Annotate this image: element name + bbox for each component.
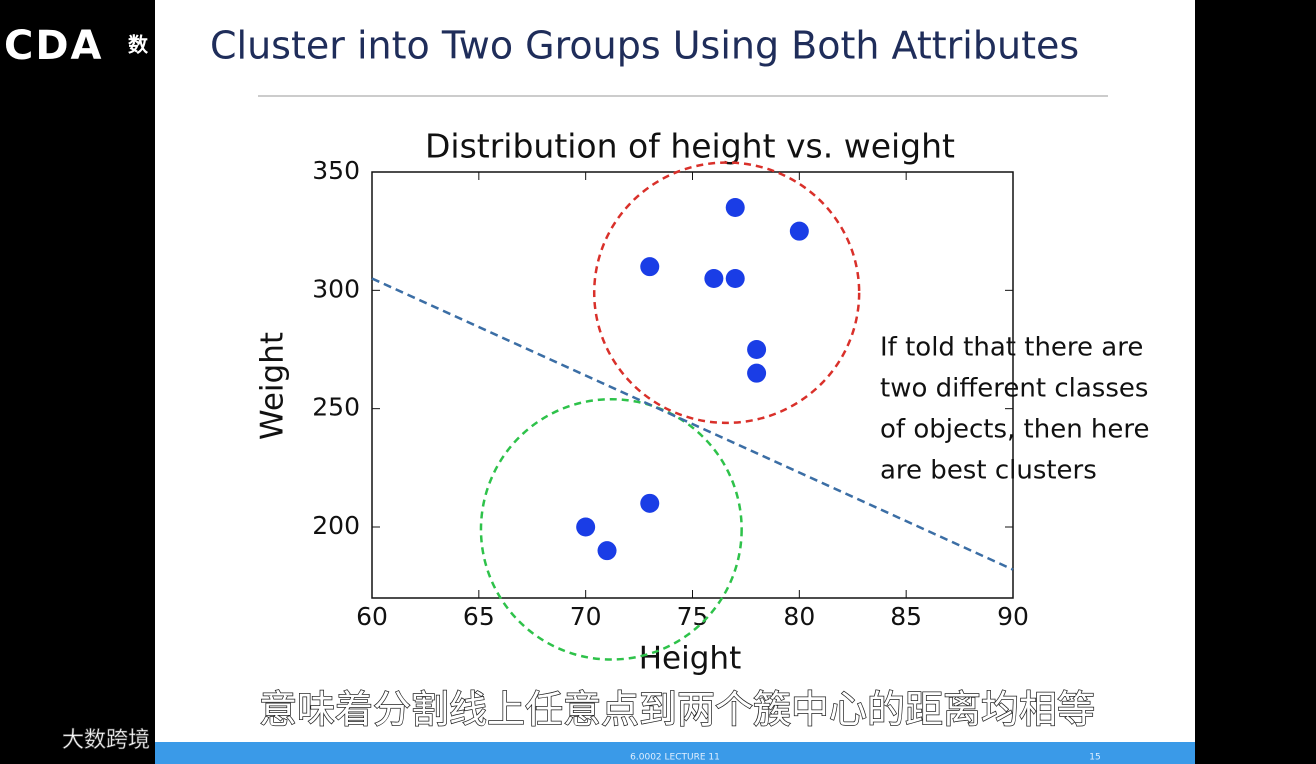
footer-bar xyxy=(155,742,1195,764)
y-tick-label: 200 xyxy=(312,511,360,540)
logo-mark: 数 xyxy=(128,33,149,57)
point xyxy=(725,198,745,217)
point xyxy=(747,340,767,359)
point xyxy=(640,493,660,513)
annotation: If told that there are xyxy=(880,333,1143,363)
footer-text: 6.0002 LECTURE 11 xyxy=(630,753,720,763)
point xyxy=(747,363,767,383)
y-axis-label: Weight xyxy=(255,332,291,440)
y-tick-label: 350 xyxy=(312,156,360,185)
x-tick-label: 65 xyxy=(463,602,495,631)
point xyxy=(725,269,745,288)
x-tick-label: 70 xyxy=(570,602,602,631)
cluster-circle xyxy=(479,397,743,661)
watermark: 大数跨境 xyxy=(62,728,150,753)
point xyxy=(704,269,724,288)
logo-bg xyxy=(0,22,155,74)
annotation: are best clusters xyxy=(880,456,1097,486)
y-tick-label: 300 xyxy=(312,274,360,303)
cluster-circle xyxy=(592,161,861,425)
divider-line xyxy=(371,277,1014,571)
slide-title: Cluster into Two Groups Using Both Attri… xyxy=(210,24,1079,68)
point xyxy=(597,541,617,561)
annotation: of objects, then here xyxy=(880,415,1150,445)
chart-title: Distribution of height vs. weight xyxy=(425,127,955,166)
annotation: two different classes xyxy=(880,374,1148,404)
point xyxy=(576,517,596,537)
point xyxy=(789,221,809,241)
x-tick-label: 60 xyxy=(356,602,388,631)
x-tick-label: 85 xyxy=(890,602,922,631)
x-tick-label: 75 xyxy=(677,602,709,631)
logo: CDA xyxy=(4,23,104,69)
subtitle: 意味着分割线上任意点到两个簇中心的距离均相等 xyxy=(259,688,1095,732)
slide xyxy=(155,0,1195,764)
x-axis-label: Height xyxy=(639,641,741,677)
plot: 60 65 70 75 80 85 90 200 250 300 350 If told that t… xyxy=(312,156,1150,661)
y-tick-label: 250 xyxy=(312,393,360,422)
x-tick-label: 80 xyxy=(783,602,815,631)
point xyxy=(640,257,660,277)
x-tick-label: 90 xyxy=(997,602,1029,631)
page-number: 15 xyxy=(1089,753,1100,763)
